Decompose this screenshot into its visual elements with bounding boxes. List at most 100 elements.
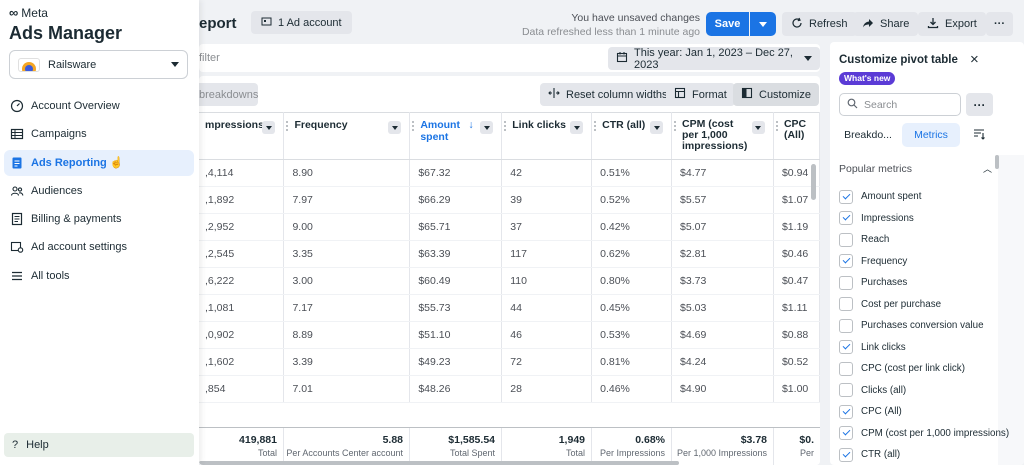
- table-body: ,4,114 8.90 $67.32 42 0.51% $4.77 $0.94,1,892 7…: [199, 159, 820, 403]
- table-row[interactable]: ,2,952 9.00 $65.71 37 0.42% $5.07 $1.19: [199, 213, 820, 241]
- metric-option[interactable]: CPC (All): [839, 401, 1001, 423]
- metric-checkbox[interactable]: [839, 189, 853, 204]
- export-button[interactable]: Export: [918, 12, 986, 36]
- metric-checkbox[interactable]: [839, 447, 853, 462]
- drag-handle-icon[interactable]: [286, 121, 289, 131]
- nav-item-ad-account-settings[interactable]: Ad account settings: [4, 234, 194, 260]
- metric-option[interactable]: CPC (cost per link click): [839, 358, 1001, 380]
- column-header-cpm[interactable]: CPM (cost per 1,000 impressions): [671, 112, 774, 160]
- metric-option[interactable]: Link clicks: [839, 337, 1001, 359]
- panel-scrollbar[interactable]: [995, 155, 999, 169]
- metric-option[interactable]: CPM (cost per 1,000 impressions): [839, 423, 1009, 445]
- tab-metrics[interactable]: Metrics: [902, 123, 960, 147]
- nav-item-audiences[interactable]: Audiences: [4, 178, 194, 204]
- drag-handle-icon[interactable]: [504, 121, 507, 131]
- table-row[interactable]: ,854 7.01 $48.26 28 0.46% $4.90 $1.00: [199, 375, 820, 403]
- metric-search-input[interactable]: Search: [839, 93, 961, 116]
- metric-checkbox[interactable]: [839, 211, 853, 226]
- metric-option[interactable]: Purchases conversion value: [839, 315, 1001, 337]
- column-header-amount-spent[interactable]: Amount spent ↓: [409, 112, 503, 160]
- reset-column-widths-button[interactable]: Reset column widths: [540, 83, 676, 106]
- nav-item-all-tools[interactable]: All tools: [4, 263, 194, 289]
- metric-option[interactable]: Clicks (all): [839, 380, 1001, 402]
- totals-row: 419,881 Total 5.88 Per Accounts Center acc…: [199, 427, 820, 465]
- table-cell: $0.46: [773, 240, 820, 268]
- metric-checkbox[interactable]: [839, 275, 853, 290]
- horizontal-scrollbar[interactable]: [199, 461, 679, 465]
- metric-checkbox[interactable]: [839, 340, 853, 355]
- drag-handle-icon[interactable]: [412, 121, 415, 131]
- table-row[interactable]: ,1,602 3.39 $49.23 72 0.81% $4.24 $0.52: [199, 348, 820, 376]
- table-row[interactable]: ,1,081 7.17 $55.73 44 0.45% $5.03 $1.11: [199, 294, 820, 322]
- tab-breakdowns[interactable]: Breakdo...: [844, 129, 892, 141]
- metric-option[interactable]: Reach: [839, 229, 1001, 251]
- metric-option[interactable]: Amount spent: [839, 186, 1001, 208]
- refresh-button[interactable]: Refresh: [782, 12, 857, 36]
- close-icon[interactable]: ×: [970, 51, 979, 68]
- column-header-link-clicks[interactable]: Link clicks: [501, 112, 593, 160]
- table-row[interactable]: ,4,114 8.90 $67.32 42 0.51% $4.77 $0.94: [199, 159, 820, 187]
- share-button[interactable]: Share: [853, 12, 919, 36]
- column-menu-button[interactable]: [262, 121, 276, 134]
- total-cell: 1,949 Total: [502, 428, 592, 465]
- more-options-button[interactable]: ···: [986, 12, 1013, 36]
- vertical-scrollbar[interactable]: [811, 164, 816, 200]
- metric-checkbox[interactable]: [839, 232, 853, 247]
- nav-item-ads-reporting[interactable]: Ads Reporting ☝: [4, 149, 194, 176]
- column-header-impressions[interactable]: mpressions: [199, 112, 285, 160]
- table-cell: 42: [501, 159, 593, 187]
- ad-account-button[interactable]: 1 Ad account: [251, 11, 352, 34]
- metric-option[interactable]: CTR (all): [839, 444, 1001, 465]
- help-button[interactable]: ? Help: [4, 433, 194, 457]
- column-menu-button[interactable]: [751, 121, 765, 134]
- metric-checkbox[interactable]: [839, 361, 853, 376]
- date-range-picker[interactable]: This year: Jan 1, 2023 – Dec 27, 2023: [608, 47, 820, 71]
- nav-item-billing[interactable]: Billing & payments: [4, 206, 194, 232]
- chevron-up-icon[interactable]: ︿: [983, 164, 993, 174]
- table-cell: 72: [501, 348, 593, 376]
- table-row[interactable]: ,1,892 7.97 $66.29 39 0.52% $5.57 $1.07: [199, 186, 820, 214]
- column-header-cpc[interactable]: CPC (All): [773, 112, 820, 160]
- nav-item-campaigns[interactable]: Campaigns: [4, 121, 194, 147]
- account-selector[interactable]: Railsware: [9, 50, 188, 79]
- column-header-ctr[interactable]: CTR (all): [591, 112, 673, 160]
- metric-checkbox[interactable]: [839, 254, 853, 269]
- breakdowns-button[interactable]: breakdowns: [199, 83, 258, 106]
- meta-logo[interactable]: ∞ Meta: [9, 5, 48, 20]
- sort-icon[interactable]: [973, 128, 985, 143]
- metric-checkbox[interactable]: [839, 404, 853, 419]
- metric-checkbox[interactable]: [839, 426, 853, 441]
- column-menu-button[interactable]: [650, 121, 664, 134]
- panel-more-button[interactable]: ···: [966, 93, 993, 116]
- table-row[interactable]: ,6,222 3.00 $60.49 110 0.80% $3.73 $0.47: [199, 267, 820, 295]
- column-header-frequency[interactable]: Frequency: [283, 112, 411, 160]
- nav-item-account-overview[interactable]: Account Overview: [4, 93, 194, 119]
- metric-checkbox[interactable]: [839, 297, 853, 312]
- metric-checkbox[interactable]: [839, 383, 853, 398]
- drag-handle-icon[interactable]: [775, 121, 778, 131]
- panel-title: Customize pivot table: [839, 54, 958, 66]
- save-options-button[interactable]: [750, 12, 776, 36]
- format-button[interactable]: Format: [666, 83, 735, 106]
- table-cell: ,1,602: [199, 348, 285, 376]
- chevron-down-icon: [573, 125, 580, 130]
- filter-placeholder: filter: [199, 52, 220, 64]
- metric-option[interactable]: Impressions: [839, 208, 1001, 230]
- drag-handle-icon[interactable]: [674, 121, 677, 131]
- metric-checkbox[interactable]: [839, 318, 853, 333]
- metric-option[interactable]: Cost per purchase: [839, 294, 1001, 316]
- table-row[interactable]: ,0,902 8.89 $51.10 46 0.53% $4.69 $0.88: [199, 321, 820, 349]
- column-menu-button[interactable]: [570, 121, 584, 134]
- table-header-row: mpressions Frequency Amount spent ↓ Link …: [199, 112, 820, 160]
- customize-button[interactable]: Customize: [733, 83, 819, 106]
- metric-option[interactable]: Purchases: [839, 272, 1001, 294]
- filter-bar[interactable]: filter This year: Jan 1, 2023 – Dec 27, …: [199, 44, 820, 72]
- column-menu-button[interactable]: [388, 121, 402, 134]
- metric-option[interactable]: Frequency: [839, 251, 1001, 273]
- meta-infinity-icon: ∞: [9, 5, 19, 20]
- column-menu-button[interactable]: [480, 121, 494, 134]
- table-row[interactable]: ,2,545 3.35 $63.39 117 0.62% $2.81 $0.46: [199, 240, 820, 268]
- whats-new-badge[interactable]: What's new: [839, 72, 896, 85]
- save-button[interactable]: Save: [706, 12, 749, 36]
- drag-handle-icon[interactable]: [594, 121, 597, 131]
